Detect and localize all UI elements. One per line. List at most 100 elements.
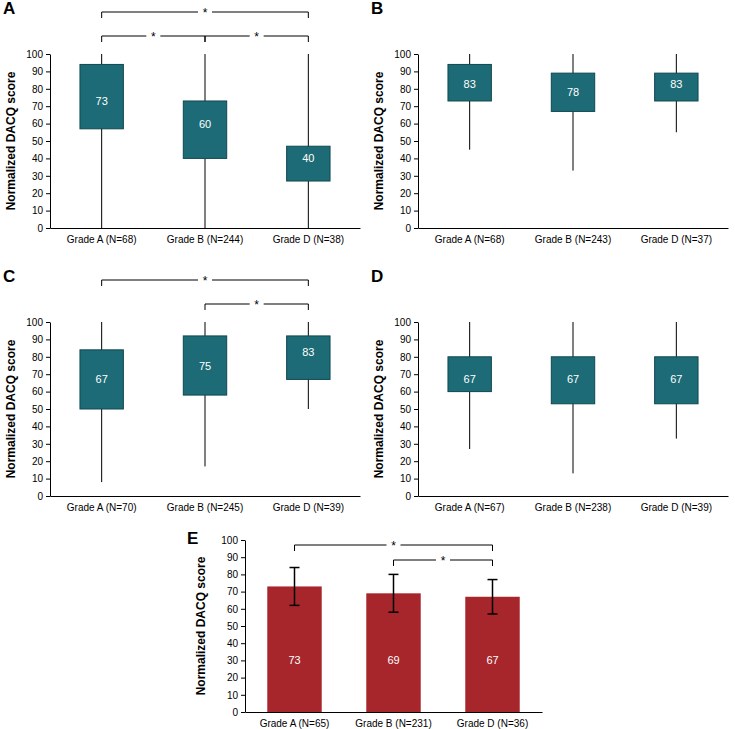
significance-label: * (254, 298, 259, 312)
y-tick-label: 0 (37, 223, 43, 234)
box (551, 73, 594, 111)
y-tick-label: 20 (227, 672, 239, 683)
x-tick: Grade A (N=67) (435, 496, 505, 513)
y-tick: 50 (32, 404, 50, 415)
x-tick: Grade B (N=238) (535, 496, 611, 513)
y-tick-label: 50 (400, 404, 412, 415)
y-tick-label: 60 (227, 604, 239, 615)
y-tick: 70 (32, 101, 50, 112)
y-tick-mark (46, 444, 50, 445)
significance-label: * (203, 274, 208, 288)
error-bar (488, 580, 498, 614)
y-tick-mark (46, 228, 50, 229)
y-tick-label: 50 (400, 136, 412, 147)
y-tick-label: 0 (405, 223, 411, 234)
y-tick-label: 40 (400, 153, 412, 164)
y-tick-mark (46, 409, 50, 410)
y-axis-title: Normalized DACQ score (372, 339, 386, 478)
y-tick: 50 (400, 404, 418, 415)
y-tick: 40 (400, 421, 418, 432)
bar (267, 586, 321, 712)
y-tick-label: 100 (26, 317, 43, 328)
y-tick-mark (46, 374, 50, 375)
x-axis: Grade A (N=70)Grade B (N=245)Grade D (N=… (51, 496, 361, 513)
y-tick-mark (46, 176, 50, 177)
y-tick-mark (46, 158, 50, 159)
y-tick-mark (46, 89, 50, 90)
error-bar (290, 568, 300, 606)
y-tick: 30 (400, 171, 418, 182)
y-tick-label: 100 (394, 317, 411, 328)
y-tick: 60 (32, 118, 50, 129)
y-tick: 20 (400, 188, 418, 199)
y-tick-label: 40 (227, 638, 239, 649)
y-tick-label: 0 (405, 491, 411, 502)
y-axis-title: Normalized DACQ score (4, 339, 18, 478)
error-bar-stem (492, 580, 494, 614)
y-axis-title: Normalized DACQ score (4, 71, 18, 210)
y-tick-label: 90 (400, 334, 412, 345)
panel: CNormalized DACQ score677583**0102030405… (3, 267, 361, 513)
y-tick-label: 10 (227, 690, 239, 701)
y-tick-label: 10 (32, 473, 44, 484)
y-axis: 0102030405060708090100 (394, 49, 418, 234)
error-bar-cap (389, 574, 399, 576)
x-axis-line (419, 228, 729, 229)
y-tick-label: 30 (32, 171, 44, 182)
y-tick-mark (241, 557, 245, 558)
y-tick-mark (46, 141, 50, 142)
y-tick-mark (414, 461, 418, 462)
y-axis-line (418, 323, 419, 497)
data-label: 75 (199, 360, 211, 372)
x-axis: Grade A (N=68)Grade B (N=244)Grade D (N=… (51, 228, 361, 245)
x-tick-label: Grade D (N=39) (641, 502, 712, 513)
y-tick-mark (414, 444, 418, 445)
y-tick-mark (241, 609, 245, 610)
marks (80, 322, 330, 482)
y-tick: 80 (400, 352, 418, 363)
y-tick-label: 50 (32, 136, 44, 147)
y-tick: 0 (37, 223, 50, 234)
y-tick-mark (414, 339, 418, 340)
data-label: 73 (96, 95, 108, 107)
y-tick: 40 (227, 638, 245, 649)
y-tick-mark (414, 176, 418, 177)
panel: DNormalized DACQ score676767010203040506… (371, 267, 729, 513)
panel-title: E (187, 529, 198, 548)
y-tick-label: 70 (227, 586, 239, 597)
error-bar-cap (488, 579, 498, 581)
y-tick-mark (46, 322, 50, 323)
data-label: 67 (486, 654, 498, 666)
y-tick-mark (414, 89, 418, 90)
y-tick-mark (241, 643, 245, 644)
y-tick-label: 90 (32, 66, 44, 77)
error-bar (389, 574, 399, 612)
box (287, 336, 330, 379)
y-tick: 10 (32, 205, 50, 216)
data-label: 40 (302, 152, 314, 164)
y-tick: 70 (32, 369, 50, 380)
x-tick-label: Grade A (N=68) (67, 234, 137, 245)
x-tick-label: Grade D (N=36) (457, 718, 528, 729)
labels: 837883 (464, 78, 683, 99)
y-tick: 30 (32, 171, 50, 182)
y-tick: 70 (400, 369, 418, 380)
y-tick-mark (414, 409, 418, 410)
x-tick-label: Grade B (N=243) (535, 234, 611, 245)
panel: ENormalized DACQ score736967**0102030405… (187, 529, 543, 729)
y-tick-label: 70 (400, 369, 412, 380)
figure: ANormalized DACQ score736040***010203040… (0, 0, 735, 729)
x-tick: Grade D (N=36) (457, 712, 528, 729)
labels: 736967** (288, 539, 498, 666)
y-tick-label: 100 (394, 49, 411, 60)
y-tick-mark (46, 193, 50, 194)
y-tick-mark (241, 678, 245, 679)
data-label: 67 (567, 373, 579, 385)
x-tick: Grade B (N=245) (167, 496, 243, 513)
y-tick-mark (414, 106, 418, 107)
y-tick: 50 (227, 621, 245, 632)
y-tick-label: 10 (32, 205, 44, 216)
y-tick: 20 (32, 456, 50, 467)
y-tick: 90 (400, 66, 418, 77)
x-axis-line (419, 496, 729, 497)
